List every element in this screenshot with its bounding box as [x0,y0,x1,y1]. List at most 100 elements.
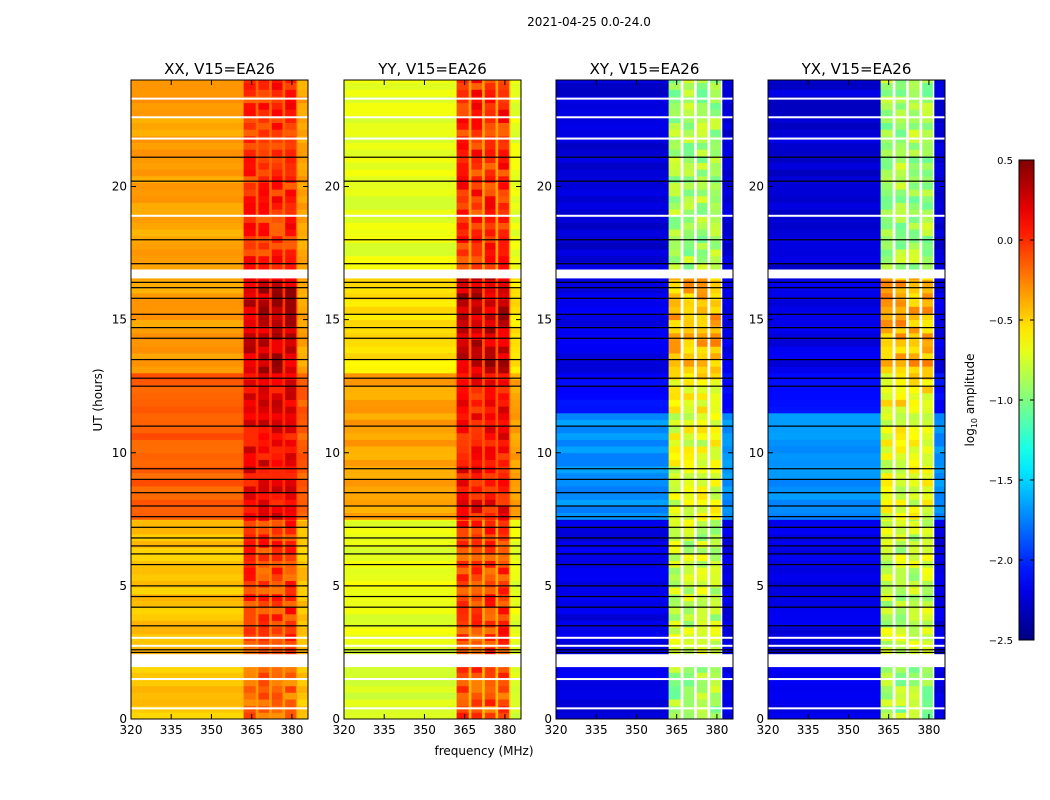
heatmap-cell [932,672,935,680]
x-tick-label: 320 [545,723,568,737]
heatmap-cell [720,607,723,615]
heatmap-cell [271,379,283,387]
heatmap-cell [922,472,934,480]
heatmap-cell [880,293,894,301]
heatmap-cell [468,82,472,90]
heatmap-cell [934,392,946,400]
heatmap-cell [720,712,723,720]
heatmap-cell [282,540,286,548]
heatmap-cell [668,169,682,177]
heatmap-cell [892,319,896,327]
heatmap-cell [720,286,723,294]
heatmap-cell [720,520,723,528]
heatmap-cell [344,667,457,673]
heatmap-cell [344,479,457,487]
heatmap-cell [668,446,682,454]
heatmap-cell [495,547,499,555]
heatmap-cell [131,255,244,263]
heatmap-cell [131,109,244,117]
heatmap-cell [510,189,522,197]
heatmap-cell [696,215,708,223]
heatmap-cell [271,359,283,367]
heatmap-cell [895,466,907,474]
heatmap-cell [495,359,499,367]
heatmap-cell [683,366,695,374]
heatmap-cell [495,293,499,301]
heatmap-cell [556,293,669,301]
heatmap-cell [258,332,270,340]
heatmap-cell [484,195,496,203]
heatmap-cell [271,189,283,197]
heatmap-cell [471,293,483,301]
heatmap-cell [269,278,273,281]
heatmap-cell [880,255,894,263]
heatmap-cell [456,399,470,407]
heatmap-cell [484,379,496,387]
heatmap-cell [932,155,935,163]
heatmap-cell [932,527,935,535]
heatmap-cell [295,492,298,500]
heatmap-cell [468,229,472,237]
heatmap-cell [906,580,910,588]
heatmap-cell [510,627,522,635]
heatmap-cell [255,359,259,367]
heatmap-cell [895,215,907,223]
heatmap-cell [495,299,499,307]
heatmap-cell [508,600,511,608]
heatmap-cell [707,299,711,307]
heatmap-cell [895,326,907,334]
heatmap-cell [295,479,298,487]
heatmap-cell [508,486,511,494]
heatmap-cell [707,685,711,693]
heatmap-cell [922,432,934,440]
heatmap-cell [696,195,708,203]
heatmap-cell [696,600,708,608]
heatmap-cell [510,278,522,281]
heatmap-cell [556,679,669,687]
heatmap-cell [683,613,695,621]
heatmap-cell [908,109,920,117]
heatmap-cell [895,195,907,203]
heatmap-cell [694,540,698,548]
heatmap-cell [895,175,907,183]
heatmap-cell [934,499,946,507]
heatmap-cell [468,519,472,521]
heatmap-cell [255,432,259,440]
heatmap-cell [696,519,708,521]
flagged-row-white [768,707,945,710]
heatmap-cell [498,439,510,447]
heatmap-cell [269,242,273,250]
heatmap-cell [895,242,907,250]
heatmap-cell [722,593,734,601]
heatmap-cell [908,89,920,97]
heatmap-cell [508,699,511,707]
heatmap-cell [707,346,711,354]
heatmap-cell [919,446,923,454]
heatmap-cell [258,195,270,203]
heatmap-cell [768,242,881,250]
heatmap-cell [908,229,920,237]
heatmap-cell [722,553,734,561]
heatmap-cell [269,452,273,460]
heatmap-cell [768,540,881,548]
heatmap-cell [282,412,286,420]
heatmap-cell [710,647,722,655]
heatmap-cell [680,162,684,170]
heatmap-cell [258,580,270,588]
heatmap-cell [683,306,695,314]
heatmap-cell [456,392,470,400]
heatmap-cell [344,519,457,521]
heatmap-cell [895,80,907,84]
heatmap-cell [720,278,723,281]
heatmap-cell [468,332,472,340]
heatmap-cell [255,587,259,595]
heatmap-cell [895,406,907,414]
heatmap-cell [344,293,457,301]
heatmap-cell [468,472,472,480]
heatmap-cell [508,286,511,294]
heatmap-cell [680,392,684,400]
heatmap-cell [556,547,669,555]
heatmap-cell [710,149,722,157]
heatmap-cell [722,540,734,548]
heatmap-cell [131,580,244,588]
